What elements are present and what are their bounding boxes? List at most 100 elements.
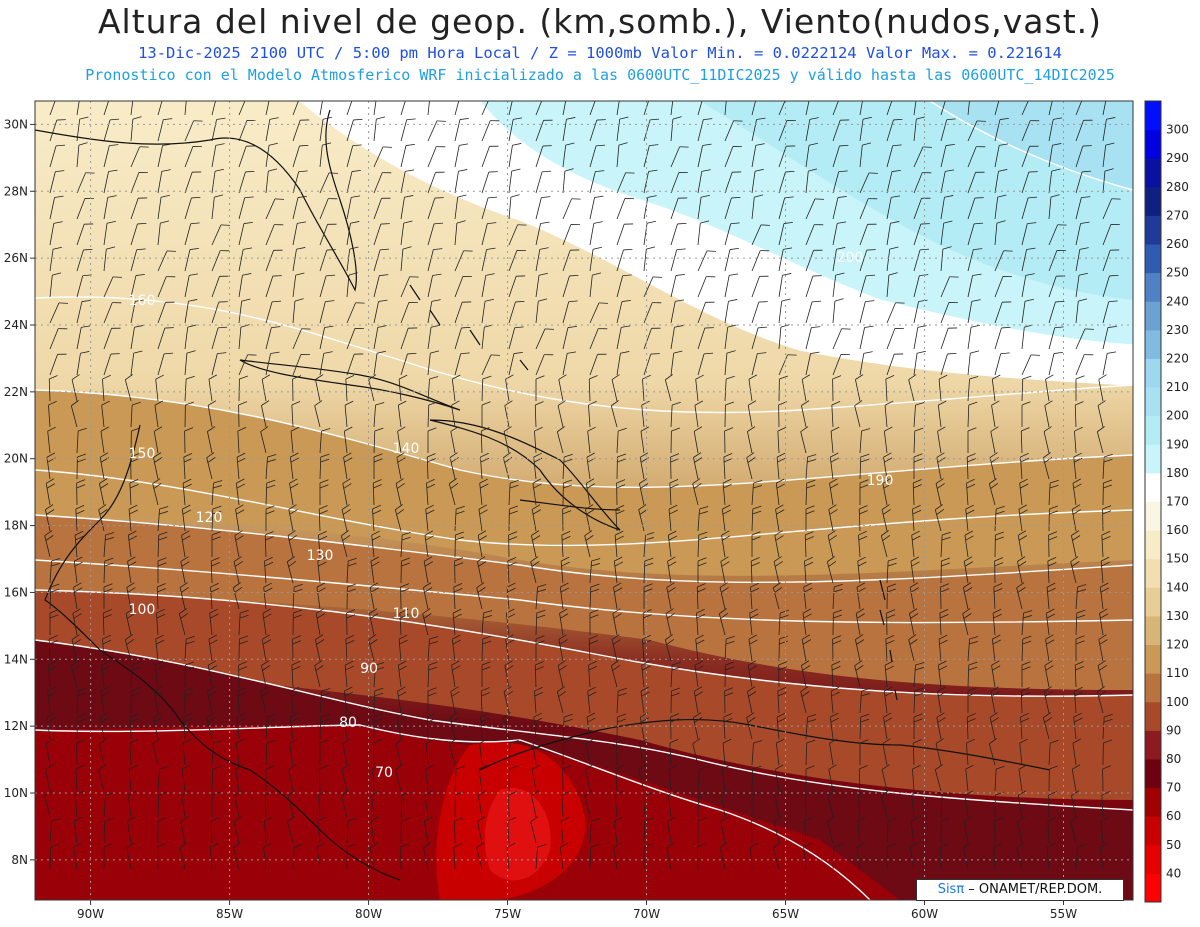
wind-barb [157,169,171,194]
wind-barb [292,609,302,636]
wind-barb [126,582,136,610]
wind-barb [613,842,622,870]
wind-barb [826,816,835,844]
wind-barb [775,738,785,766]
wind-barb [292,195,307,220]
wind-barb [49,246,62,272]
colorbar-swatch [1145,186,1161,216]
wind-barb [451,634,462,662]
wind-barb [562,713,573,740]
wind-barb [751,480,763,506]
wind-barb [423,816,433,844]
wind-barb [1102,249,1120,272]
wind-barb [886,583,896,610]
wind-barb [49,302,68,324]
wind-barb [880,790,889,818]
wind-barb [292,583,303,610]
wind-barb [182,478,192,506]
wind-barb [481,222,497,246]
wind-barb [886,144,902,168]
wind-barb [720,816,729,844]
wind-barb [746,452,756,480]
wind-barb [615,765,625,792]
wind-barb [129,739,139,766]
wind-barb [832,101,839,116]
wind-barb [235,738,245,766]
wind-barb [586,712,596,740]
wind-barb [45,504,55,532]
wind-barb [913,662,925,688]
lon-tick-label: 60W [911,907,938,921]
wind-barb [669,739,679,766]
wind-barb [76,101,80,116]
wind-barb [859,453,870,480]
wind-barb [859,142,872,168]
wind-barb [724,324,737,350]
wind-barb [427,171,445,194]
wind-barb [751,531,761,557]
wind-barb [829,738,838,766]
colorbar-label: 50 [1166,838,1181,852]
wind-barb [857,556,867,584]
wind-barb [45,738,55,766]
wind-barb [912,504,922,532]
wind-barb [479,478,489,506]
wind-barb [803,582,813,610]
contour-label-150: 150 [129,446,156,462]
wind-barb [668,504,678,532]
wind-barb [670,116,682,142]
wind-barb [157,301,175,324]
wind-barb [913,687,924,714]
wind-barb [805,765,815,791]
lon-tick-label: 90W [77,907,104,921]
wind-barb [885,635,895,662]
wind-barb [832,635,842,662]
colorbar-swatch [1145,758,1161,789]
wind-barb [76,198,94,220]
wind-barb [232,582,243,610]
wind-barb [832,375,842,402]
wind-barb [155,374,164,402]
wind-barb [454,169,468,194]
wind-barb [1048,143,1062,168]
wind-barb [616,101,620,116]
colorbar-swatch [1145,158,1161,188]
wind-barb [319,453,330,480]
wind-barb [125,608,135,636]
colorbar-label: 180 [1166,466,1189,480]
wind-barb [130,350,143,376]
wind-barb [211,275,229,298]
longitude-axis: 90W 85W 80W 75W 70W 65W 60W 55W [77,907,1077,921]
wind-barb [883,686,894,714]
wind-barb [670,273,685,298]
wind-barb [940,531,951,558]
wind-barb [859,101,863,116]
wind-barb [130,299,145,324]
wind-barb [373,223,390,246]
wind-barb [103,195,117,220]
wind-barb [801,374,811,402]
wind-barb [103,220,116,246]
colorbar-label: 110 [1166,666,1189,680]
wind-barb [288,764,297,792]
wind-barb [319,325,334,350]
wind-barb [507,817,517,844]
wind-barb [614,790,624,818]
wind-barb [613,556,624,584]
wind-barb [697,557,707,583]
wind-barb [292,247,306,272]
wind-barb [670,101,674,116]
wind-barb [859,300,875,324]
wind-barb [804,816,813,844]
wind-barb [559,842,569,870]
wind-barb [1021,222,1037,246]
wind-barb [908,374,917,402]
wind-barb [693,686,703,714]
wind-barb [588,635,598,662]
wind-barb [373,453,383,479]
wind-barb [775,504,785,532]
wind-barb [1075,584,1087,610]
wind-barb [370,556,380,584]
wind-barb [751,352,767,376]
wind-barb [184,101,187,116]
